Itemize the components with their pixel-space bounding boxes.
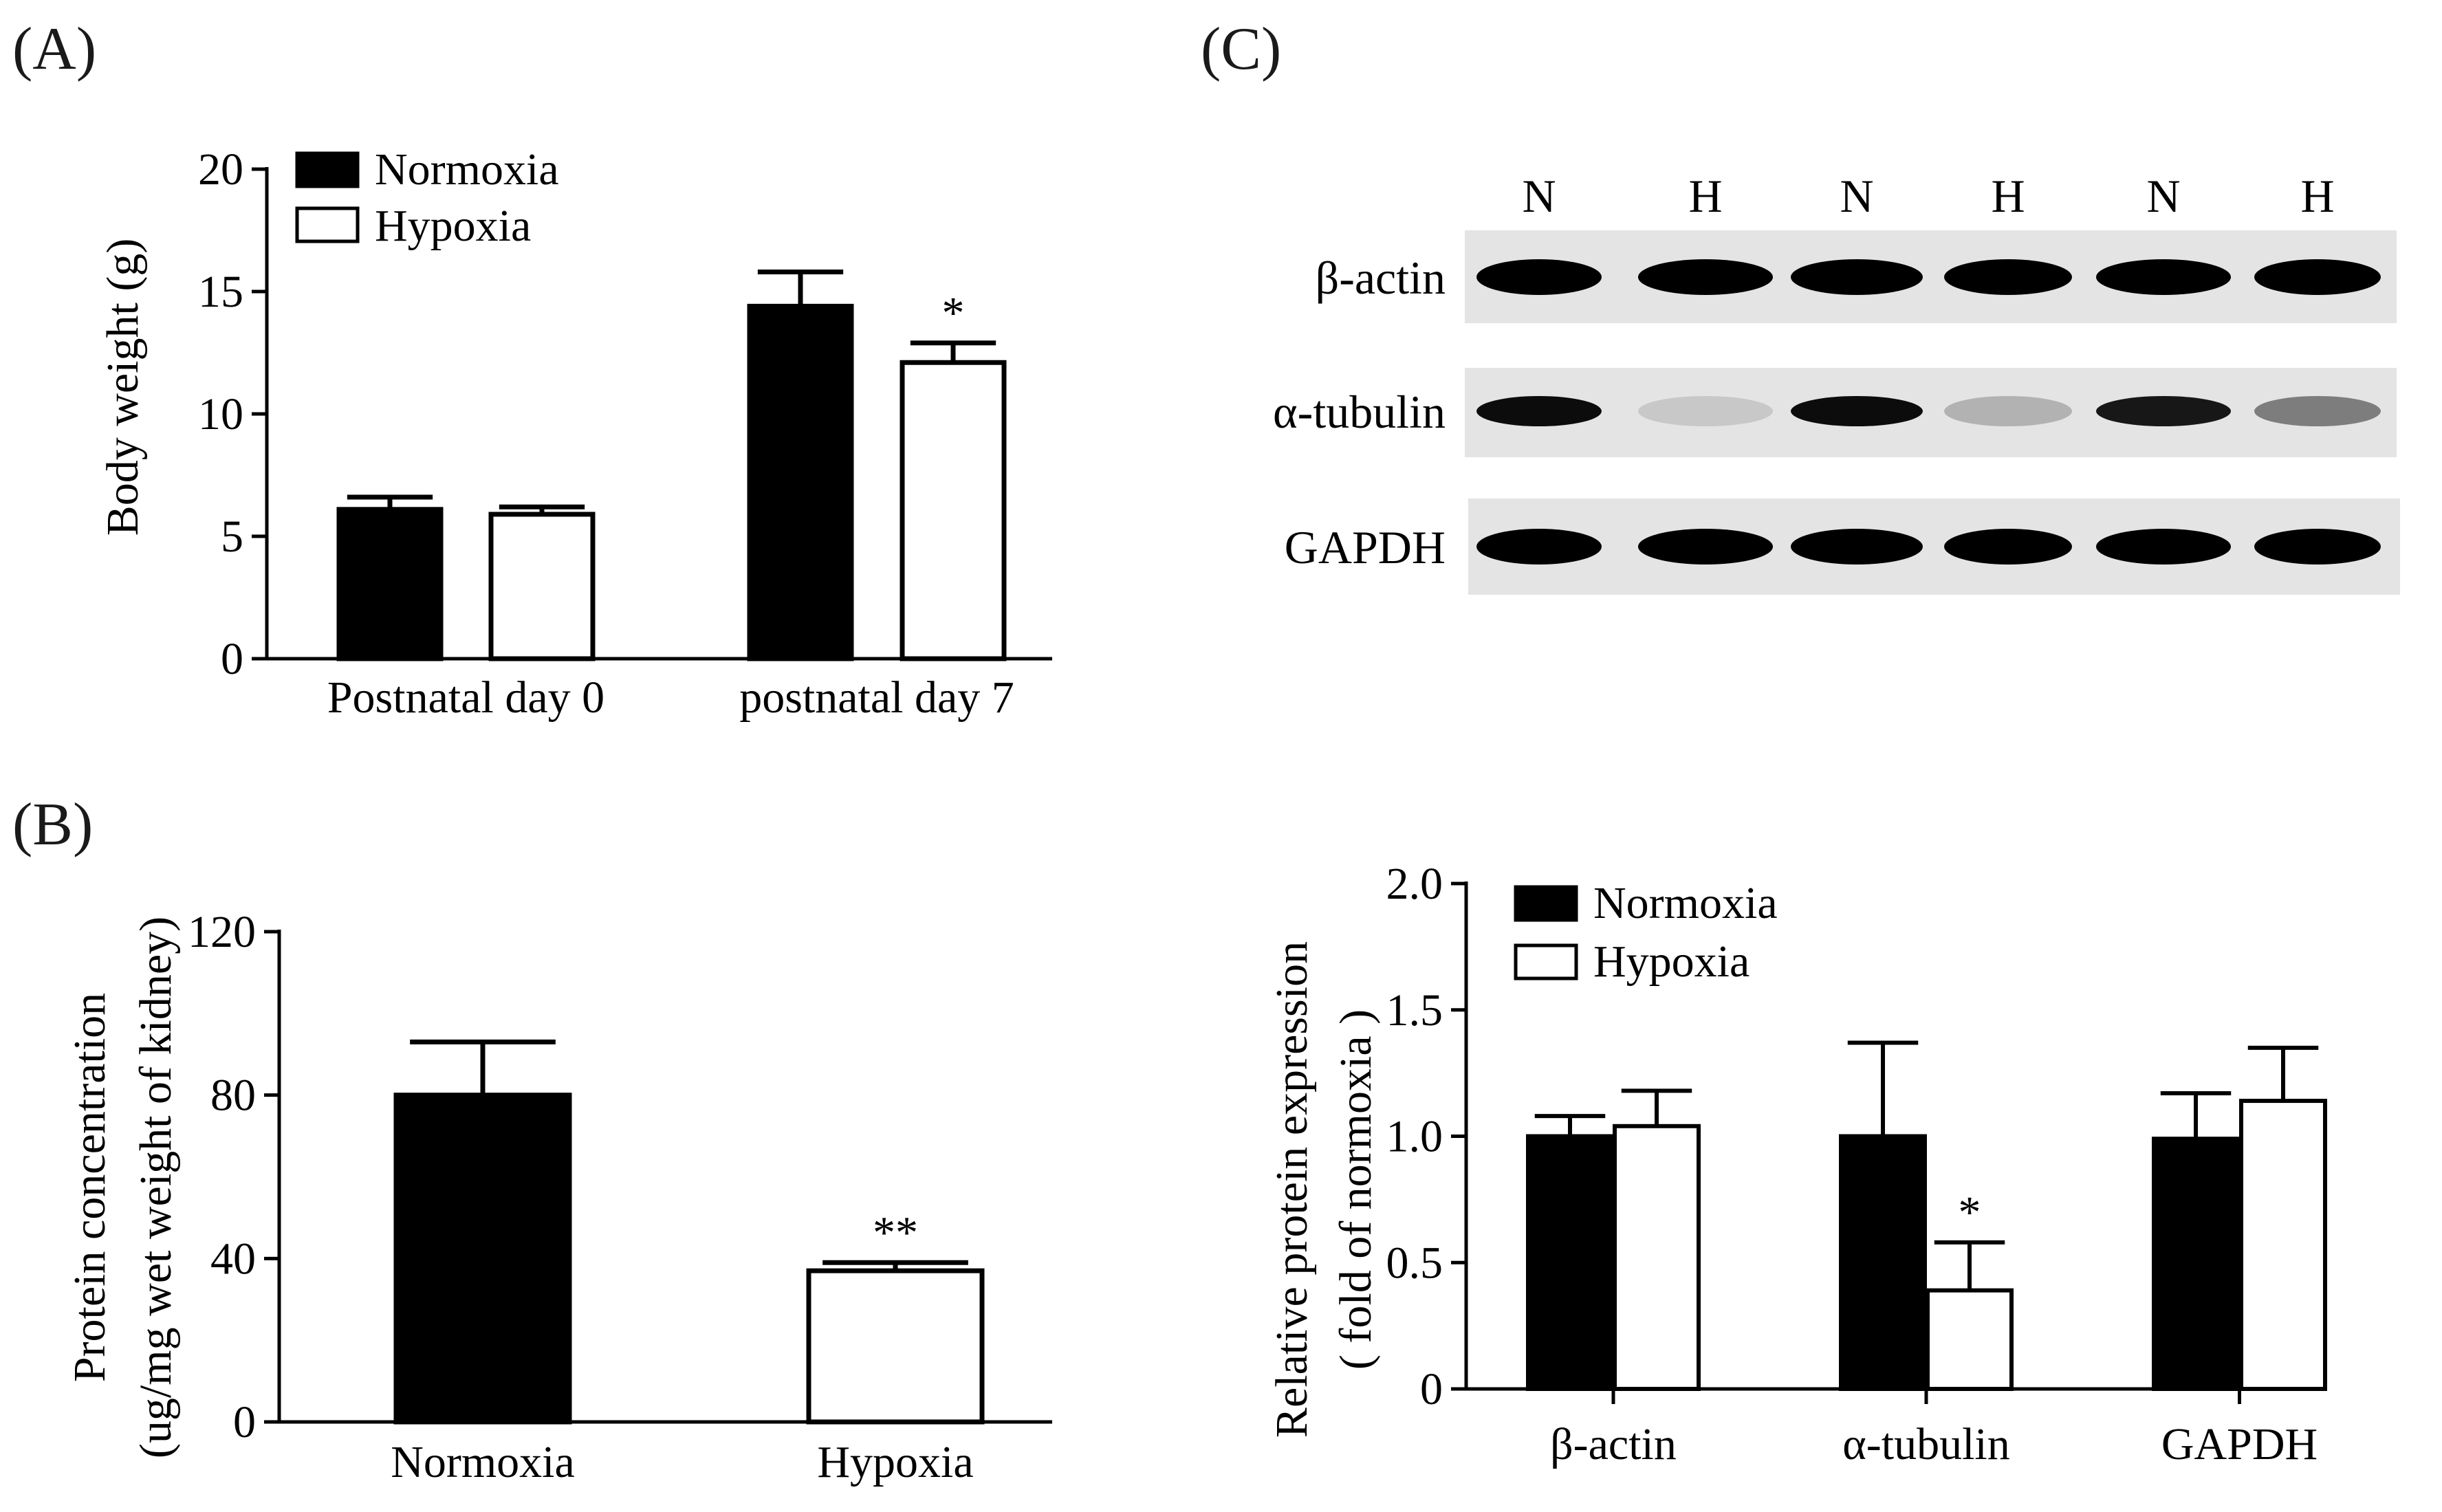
blot-row-label: GAPDH (1285, 521, 1446, 573)
blot-band (2254, 529, 2381, 565)
chart-b-ytick-label: 120 (188, 907, 256, 957)
chart-c-ytick-label: 1.0 (1386, 1112, 1443, 1162)
blot-band (1944, 259, 2072, 295)
blot-row-label: β-actin (1316, 252, 1446, 304)
blot-lane-label: H (1688, 170, 1722, 222)
chart-a-category-label: postnatal day 7 (739, 672, 1014, 723)
blot-band (2096, 529, 2231, 565)
chart-c-category-label: β-actin (1550, 1419, 1677, 1469)
chart-c-bar (1926, 1288, 2014, 1392)
chart-b-ylabel: Protein concentration (65, 993, 115, 1382)
blot-band (2096, 396, 2231, 426)
chart-a-ytick-label: 15 (198, 267, 243, 317)
chart-c-bar (1613, 1124, 1701, 1392)
legend-c-hypoxia-label: Hypoxia (1593, 936, 1749, 987)
chart-b-ylabel2: (ug/mg wet weight of kidney) (131, 917, 181, 1458)
chart-a-ytick-label: 0 (221, 634, 243, 684)
chart-a-bar (488, 512, 596, 661)
legend-a-hypoxia-label: Hypoxia (375, 201, 531, 251)
chart-b-ytick-label: 40 (210, 1234, 256, 1284)
chart-c-ylabel2: ( fold of normoxia ) (1331, 1009, 1381, 1370)
chart-a-category-label: Postnatal day 0 (327, 672, 604, 723)
blot-strip (1465, 368, 2397, 457)
chart-b-protein-concentration: Protein concentration (ug/mg wet weight … (65, 907, 1052, 1487)
chart-c-bar (1839, 1134, 1927, 1391)
chart-a-ylabel: Body weight (g) (98, 239, 148, 536)
blot-strip (1465, 230, 2397, 323)
chart-a-bar (900, 360, 1007, 661)
blot-lane-label: N (2146, 170, 2180, 222)
blot-lane-label: H (2300, 170, 2334, 222)
blot-band (1476, 529, 1602, 565)
chart-b-bar (393, 1093, 572, 1425)
chart-c-category-label: α-tubulin (1842, 1419, 2010, 1469)
blot-band (1944, 396, 2072, 426)
chart-b-bar (806, 1268, 985, 1425)
chart-a-ytick-label: 10 (198, 389, 243, 439)
chart-c-bar (2152, 1137, 2240, 1392)
chart-b-ytick-label: 80 (210, 1071, 256, 1121)
chart-b-category-label: Hypoxia (817, 1437, 973, 1487)
blot-band (1791, 529, 1923, 565)
chart-a-bar (747, 303, 854, 661)
western-blot: N H N H N Hβ-actin α-tubulin GAPDH (1273, 170, 2400, 595)
chart-a-significance-marker: * (942, 288, 965, 338)
blot-band (2096, 259, 2231, 295)
panel-label-a: (A) (12, 16, 96, 83)
chart-c-ytick-label: 0.5 (1386, 1238, 1443, 1288)
blot-row-label: α-tubulin (1273, 386, 1446, 438)
chart-b-category-label: Normoxia (391, 1437, 575, 1487)
chart-c-ylabel: Relative protein expression (1267, 941, 1317, 1438)
chart-c-relative-expression: Relative protein expression ( fold of no… (1267, 859, 2327, 1469)
blot-band (1791, 396, 1923, 426)
blot-band (1476, 259, 1602, 295)
chart-c-ytick-label: 0 (1420, 1364, 1443, 1414)
blot-band (1476, 396, 1602, 426)
legend-a-hypoxia-swatch (295, 206, 360, 243)
blot-band (1638, 259, 1773, 295)
legend-c-normoxia-swatch (1514, 885, 1578, 922)
blot-lane-label: N (1522, 170, 1556, 222)
chart-b-significance-marker: ** (873, 1207, 918, 1258)
chart-a-ytick-label: 5 (221, 512, 243, 562)
blot-lane-label: N (1840, 170, 1873, 222)
chart-c-category-label: GAPDH (2161, 1419, 2318, 1469)
blot-band (1944, 529, 2072, 565)
chart-c-ytick-label: 1.5 (1386, 985, 1443, 1036)
legend-a-normoxia-swatch (295, 151, 360, 188)
legend-c-hypoxia-swatch (1514, 943, 1578, 980)
chart-c-legend: Normoxia Hypoxia (1514, 878, 1778, 987)
panel-label-b: (B) (12, 791, 93, 858)
chart-a-legend: Normoxia Hypoxia (295, 144, 559, 251)
panel-label-c: (C) (1201, 16, 1281, 83)
chart-b-ytick-label: 0 (233, 1397, 256, 1447)
blot-band (1638, 529, 1773, 565)
chart-c-ytick-label: 2.0 (1386, 859, 1443, 909)
blot-band (2254, 396, 2381, 426)
chart-c-significance-marker: * (1959, 1187, 1981, 1238)
chart-a-body-weight: Body weight (g) Normoxia Hypoxia 0 5 10 15 2… (98, 144, 1052, 723)
legend-a-normoxia-label: Normoxia (375, 144, 559, 195)
blot-band (1791, 259, 1923, 295)
chart-c-bar (2239, 1099, 2327, 1392)
chart-a-ytick-label: 20 (198, 144, 243, 195)
blot-band (1638, 396, 1773, 426)
chart-a-bar (336, 507, 444, 661)
chart-c-bar (1526, 1134, 1614, 1391)
blot-lane-label: H (1991, 170, 2025, 222)
legend-c-normoxia-label: Normoxia (1593, 878, 1778, 928)
blot-band (2254, 259, 2381, 295)
blot-strip (1468, 498, 2400, 595)
